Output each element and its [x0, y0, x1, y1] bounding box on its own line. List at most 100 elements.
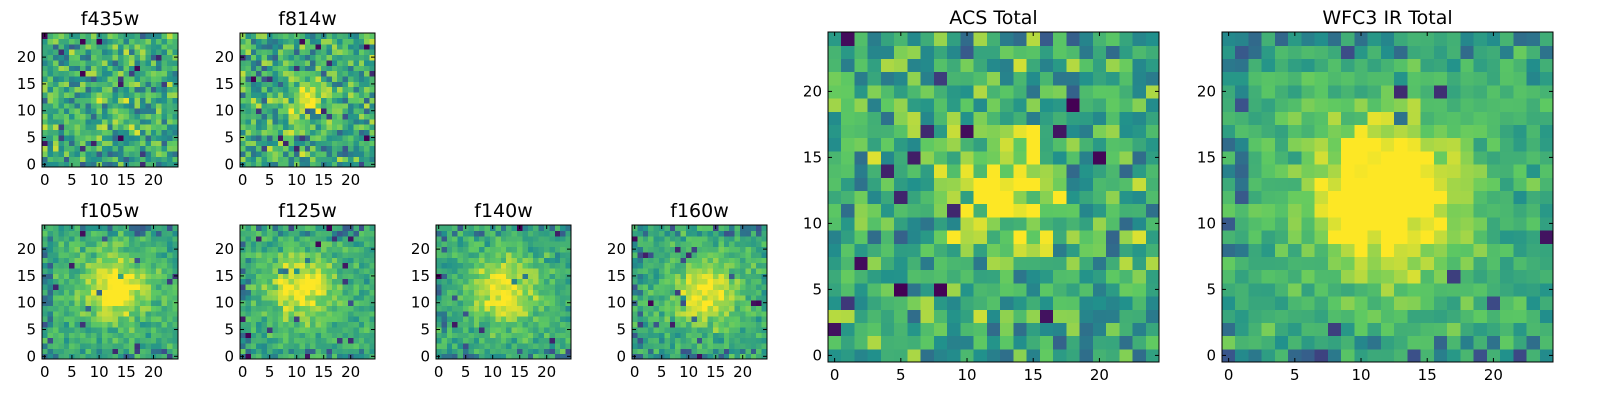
- heatmap-cell: [544, 300, 550, 306]
- heatmap-cell: [310, 113, 317, 120]
- heatmap-cell: [880, 137, 895, 152]
- heatmap-cell: [58, 134, 65, 141]
- heatmap-cell: [1039, 58, 1054, 73]
- heatmap-cell: [69, 257, 76, 264]
- heatmap-cell: [1288, 190, 1303, 205]
- heatmap-cell: [1447, 282, 1461, 297]
- heatmap-cell: [718, 225, 725, 231]
- heatmap-cell: [272, 124, 279, 131]
- heatmap-cell: [74, 332, 81, 339]
- heatmap-cell: [756, 332, 763, 339]
- heatmap-cell: [473, 342, 480, 349]
- axes-frame: [239, 32, 376, 168]
- heatmap-cell: [294, 305, 300, 312]
- heatmap-cell: [696, 342, 703, 349]
- heatmap-cell: [167, 326, 174, 333]
- heatmap-cell: [85, 316, 92, 323]
- heatmap-cell: [522, 251, 529, 258]
- heatmap-cell: [310, 278, 317, 285]
- heatmap-cell: [854, 177, 869, 191]
- heatmap-cell: [756, 267, 763, 274]
- x-tick-label: 0: [40, 363, 50, 381]
- heatmap-cell: [261, 257, 268, 264]
- heatmap-cell: [337, 91, 344, 98]
- heatmap-cell: [506, 353, 513, 360]
- heatmap-cell: [364, 353, 371, 360]
- heatmap-cell: [52, 150, 59, 157]
- heatmap-cell: [457, 246, 464, 253]
- heatmap-cell: [63, 305, 70, 312]
- heatmap-cell: [245, 251, 252, 258]
- heatmap-cell: [707, 321, 714, 328]
- heatmap-cell: [277, 150, 284, 157]
- heatmap-cell: [841, 203, 856, 218]
- heatmap-cell: [1079, 322, 1094, 337]
- heatmap-cell: [47, 91, 54, 98]
- heatmap-cell: [473, 257, 480, 264]
- heatmap-cell: [47, 326, 54, 333]
- heatmap-cell: [156, 283, 163, 290]
- heatmap-cell: [522, 294, 529, 301]
- heatmap-cell: [718, 342, 725, 349]
- heatmap-cell: [484, 321, 491, 328]
- heatmap-cell: [321, 342, 327, 349]
- heatmap-cell: [1460, 309, 1475, 323]
- heatmap-cell: [310, 348, 317, 355]
- heatmap-cell: [315, 235, 322, 242]
- heatmap-cell: [659, 321, 665, 328]
- heatmap-cell: [364, 289, 371, 296]
- heatmap-cell: [277, 113, 284, 120]
- heatmap-cell: [123, 310, 130, 317]
- heatmap-cell: [653, 332, 660, 339]
- heatmap-cell: [123, 86, 130, 93]
- heatmap-cell: [1407, 335, 1422, 350]
- heatmap-cell: [348, 300, 354, 306]
- heatmap-cell: [729, 305, 736, 312]
- heatmap-cell: [718, 326, 725, 333]
- heatmap-cell: [500, 332, 507, 339]
- heatmap-cell: [358, 81, 365, 88]
- heatmap-cell: [167, 294, 174, 301]
- heatmap-cell: [1039, 137, 1054, 152]
- heatmap-cell: [554, 289, 561, 296]
- heatmap-cell: [331, 118, 338, 125]
- heatmap-cell: [538, 353, 545, 360]
- heatmap-cell: [299, 75, 306, 82]
- heatmap-cell: [517, 326, 523, 333]
- heatmap-cell: [299, 300, 306, 306]
- heatmap-cell: [321, 156, 327, 163]
- heatmap-cell: [544, 267, 550, 274]
- heatmap-cell: [172, 156, 179, 163]
- heatmap-cell: [321, 118, 327, 125]
- heatmap-cell: [310, 49, 317, 56]
- heatmap-cell: [90, 348, 97, 355]
- heatmap-cell: [854, 98, 869, 112]
- heatmap-cell: [1026, 322, 1041, 337]
- heatmap-cell: [1132, 269, 1147, 284]
- heatmap-cell: [560, 342, 567, 349]
- heatmap-cell: [90, 326, 97, 333]
- heatmap-cell: [167, 102, 174, 109]
- heatmap-cell: [500, 342, 507, 349]
- heatmap-cell: [1460, 282, 1475, 297]
- heatmap-cell: [653, 348, 660, 355]
- heatmap-cell: [101, 43, 108, 50]
- heatmap-cell: [1066, 203, 1081, 218]
- heatmap-cell: [533, 230, 540, 237]
- heatmap-cell: [669, 251, 676, 258]
- heatmap-cell: [675, 278, 682, 285]
- heatmap-cell: [1248, 256, 1263, 271]
- heatmap-cell: [256, 161, 263, 168]
- heatmap-cell: [680, 273, 687, 280]
- heatmap-cell: [696, 251, 703, 258]
- heatmap-cell: [240, 289, 246, 296]
- heatmap-cell: [261, 156, 268, 163]
- heatmap-cell: [473, 246, 480, 253]
- heatmap-cell: [986, 335, 1001, 350]
- heatmap-cell: [364, 75, 371, 82]
- heatmap-cell: [294, 150, 300, 157]
- heatmap-cell: [245, 246, 252, 253]
- heatmap-cell: [1367, 335, 1382, 350]
- heatmap-cell: [326, 113, 333, 120]
- heatmap-cell: [294, 251, 300, 258]
